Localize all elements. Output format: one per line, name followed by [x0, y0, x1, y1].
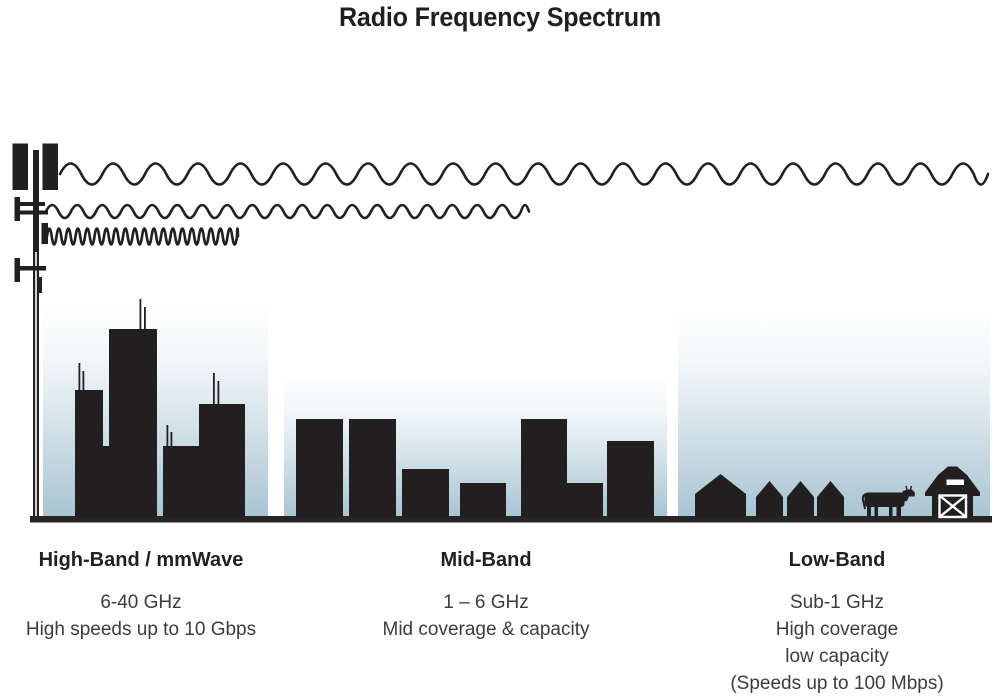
rooftop-antenna [217, 381, 220, 405]
mid-rise-building [607, 441, 654, 517]
house-icon [756, 481, 783, 517]
band-line: Sub-1 GHz [790, 592, 884, 613]
mid-band-description: 1 – 6 GHz Mid coverage & capacity [346, 589, 626, 643]
house-icon [787, 481, 814, 517]
cow-horns [905, 485, 913, 490]
barn-roof-vent [946, 479, 964, 485]
house-icon [695, 474, 746, 517]
suburb-buildings [296, 419, 654, 517]
skyscraper [101, 446, 112, 517]
barn-door-cross [938, 494, 967, 518]
city-skyline [75, 299, 245, 517]
skyscraper [109, 329, 157, 517]
barn-door-frame [938, 494, 968, 519]
cow-body [864, 492, 905, 507]
mid-rise-building [567, 483, 603, 517]
skyscraper [199, 404, 245, 517]
antenna-panel-left [12, 143, 28, 190]
rooftop-antenna [166, 425, 169, 447]
cow-icon [861, 485, 915, 517]
radio-waves [44, 162, 990, 246]
low-band-heading: Low-Band [788, 549, 886, 571]
ground-line [30, 516, 992, 523]
tower-side-antenna [14, 258, 20, 282]
rooftop-antenna [78, 363, 81, 391]
short-wavelength-wave-icon [45, 227, 240, 246]
band-line: (Speeds up to 100 Mbps) [730, 673, 944, 694]
band-line: High coverage [775, 619, 899, 640]
mid-band-heading: Mid-Band [440, 549, 532, 571]
tower-mast-slit [35, 252, 37, 516]
page-title: Radio Frequency Spectrum [338, 2, 662, 32]
band-line: low capacity [785, 646, 889, 667]
skyscraper [75, 390, 103, 517]
cell-tower-icon [12, 143, 58, 516]
cow-leg [896, 505, 901, 517]
skyscraper [163, 446, 199, 517]
antenna-panel-right [42, 143, 58, 190]
tower-side-antenna [14, 197, 20, 221]
cow-leg [874, 505, 878, 517]
rooftop-antenna [82, 371, 85, 391]
mid-rise-building [402, 469, 449, 517]
cow-leg [867, 505, 871, 517]
high-band-heading: High-Band / mmWave [38, 549, 244, 571]
barn-icon [925, 466, 980, 519]
tower-crossarm [16, 202, 45, 206]
band-line: 6-40 GHz [100, 592, 182, 613]
mid-rise-building [296, 419, 343, 517]
tower-side-panel [41, 223, 48, 244]
rooftop-antenna [144, 307, 146, 330]
rural-scene [695, 466, 980, 519]
mid-rise-building [521, 419, 567, 517]
high-band-description: 6-40 GHz High speeds up to 10 Gbps [1, 589, 281, 643]
band-line: 1 – 6 GHz [443, 592, 529, 613]
long-wavelength-wave-icon [58, 162, 990, 186]
medium-wavelength-wave-icon [44, 203, 531, 220]
band-line: Mid coverage & capacity [382, 619, 590, 640]
rooftop-antenna [213, 373, 215, 405]
cow-leg [889, 505, 893, 517]
mid-rise-building [349, 419, 396, 517]
house-icon [817, 481, 844, 517]
rooftop-antenna [170, 432, 173, 447]
rooftop-antenna [139, 299, 142, 330]
band-line: High speeds up to 10 Gbps [25, 619, 257, 640]
low-band-description: Sub-1 GHz High coverage low capacity (Sp… [697, 589, 977, 697]
tower-crossarm [20, 210, 48, 215]
tower-stub [38, 277, 42, 293]
mid-rise-building [460, 483, 506, 517]
cow-head [898, 489, 915, 502]
tower-crossarm [16, 266, 46, 271]
